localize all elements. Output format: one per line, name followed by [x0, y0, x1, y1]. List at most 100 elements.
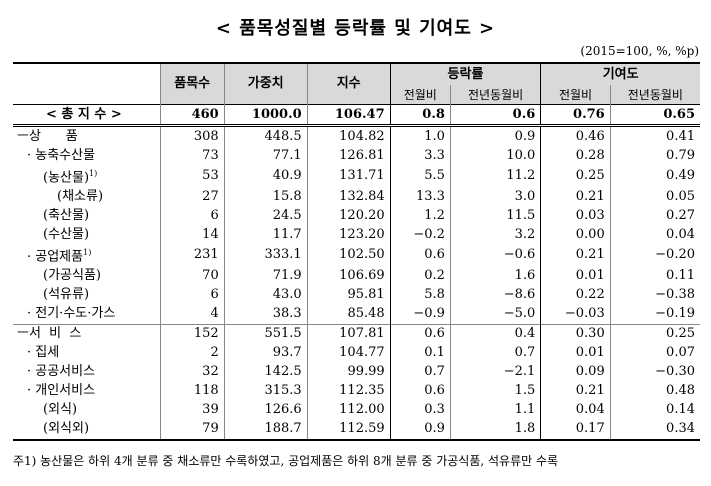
cell: 11.2 — [449, 165, 541, 188]
cell: 24.5 — [223, 206, 308, 226]
cell: 0.6 — [389, 323, 451, 344]
sub-header: 전월비 — [389, 85, 451, 105]
cell: 0.07 — [609, 343, 700, 363]
cell: 0.41 — [609, 125, 700, 146]
row: (채소류) 27 15.8 132.84 13.3 3.0 0.21 0.05 — [13, 187, 700, 207]
row-label: (외식) — [13, 401, 160, 420]
cell: 71.9 — [223, 266, 308, 286]
cell: 32 — [159, 362, 225, 382]
cell: 112.59 — [306, 419, 391, 441]
cell: 104.77 — [306, 343, 391, 363]
cell: 0.48 — [609, 381, 700, 401]
row-label: (채소류) — [13, 187, 160, 206]
cell: 85.48 — [306, 304, 391, 325]
cell: 0.00 — [540, 225, 611, 245]
row-label: < 총 지 수 > — [13, 104, 161, 127]
cell: 112.00 — [306, 400, 391, 420]
cell: 0.7 — [389, 362, 451, 382]
row: · 공공서비스 32 142.5 99.99 0.7 −2.1 0.09 −0.30 — [13, 362, 700, 382]
row: · 전기·수도·가스 4 38.3 85.48 −0.9 −5.0 −0.03 −0.19 — [13, 304, 700, 325]
cell: −0.20 — [609, 244, 700, 267]
cell: 131.71 — [306, 165, 391, 188]
cell: 112.35 — [306, 381, 391, 401]
cell: −0.38 — [609, 285, 700, 305]
cell: −0.9 — [389, 304, 451, 325]
cell: 0.04 — [609, 225, 700, 245]
cell: 11.7 — [223, 225, 308, 245]
cell: 308 — [159, 125, 225, 146]
row: (축산물) 6 24.5 120.20 1.2 11.5 0.03 0.27 — [13, 206, 700, 226]
table-body: < 총 지 수 >460 1000.0 106.47 0.8 0.6 0.76 0.65 ㅡ상… — [13, 104, 700, 441]
cell: 39 — [159, 400, 225, 420]
cell: 106.47 — [306, 104, 391, 127]
label-text: (농산물) — [43, 170, 90, 186]
cell: −2.1 — [449, 362, 541, 382]
row-label: · 집세 — [13, 344, 160, 363]
sub-header: 전년동월비 — [609, 85, 700, 105]
cell: 0.25 — [540, 165, 611, 188]
cell: 0.04 — [540, 400, 611, 420]
cell: 1.6 — [449, 266, 541, 286]
cell: 0.27 — [609, 206, 700, 226]
row: · 농축수산물 73 77.1 126.81 3.3 10.0 0.28 0.79 — [13, 146, 700, 165]
cell: 4 — [159, 304, 225, 325]
row-label: (축산물) — [13, 206, 160, 225]
cell: 0.65 — [609, 104, 700, 127]
cell: 6 — [159, 206, 225, 226]
cell: 1.8 — [449, 419, 541, 441]
cell: 43.0 — [223, 285, 308, 305]
sub-header: 전월비 — [540, 85, 611, 105]
cell: 126.81 — [306, 146, 391, 165]
cell: 1.1 — [449, 400, 541, 420]
label-text: · 공업제품 — [27, 249, 84, 265]
table: 품목수 가중치 지수 등락률 기여도 전월비 전년동월비 전월비 전년동월비 <… — [13, 62, 700, 441]
row-label: (외식외) — [13, 419, 161, 441]
row-label: · 전기·수도·가스 — [13, 305, 160, 325]
cell: −8.6 — [449, 285, 541, 305]
column-header: 가중치 — [223, 62, 308, 105]
label-text: (수산물) — [43, 226, 90, 242]
label-text: · 전기·수도·가스 — [27, 306, 116, 322]
cell: 0.9 — [449, 125, 541, 146]
row: ㅡ서 비 스 152 551.5 107.81 0.6 0.4 0.30 0.25 — [13, 323, 700, 344]
cell: 3.0 — [449, 187, 541, 207]
label-text: · 공공서비스 — [27, 364, 96, 380]
cell: 14 — [159, 225, 225, 245]
row-label: · 공공서비스 — [13, 363, 160, 382]
cell: 2 — [159, 343, 225, 363]
cell: 11.5 — [449, 206, 541, 226]
cell: 0.6 — [449, 104, 541, 127]
label-text: (석유류) — [43, 287, 90, 303]
row-label: · 개인서비스 — [13, 382, 160, 401]
cell: 315.3 — [223, 381, 308, 401]
label-text: · 집세 — [27, 345, 60, 361]
cell: 0.8 — [389, 104, 451, 127]
column-header: 지수 — [306, 62, 391, 105]
cell: 0.21 — [540, 381, 611, 401]
cell: −0.30 — [609, 362, 700, 382]
cell: 0.17 — [540, 419, 611, 441]
title: < 품목성질별 등락률 및 기여도 > — [215, 18, 496, 39]
cell: 93.7 — [223, 343, 308, 363]
cell: 1000.0 — [223, 104, 308, 127]
cell: −0.2 — [389, 225, 451, 245]
row: · 공업제품1) 231 333.1 102.50 0.6 −0.6 0.21 −0.20 — [13, 244, 700, 267]
cell: 0.14 — [609, 400, 700, 420]
row-label: ㅡ서 비 스 — [13, 323, 161, 344]
group-header: 등락률 — [389, 62, 541, 85]
cell: 0.05 — [609, 187, 700, 207]
cell: 333.1 — [223, 244, 308, 267]
cell: 5.5 — [389, 165, 451, 188]
label-text: (축산물) — [43, 207, 90, 223]
cell: 0.28 — [540, 146, 611, 165]
cell: 15.8 — [223, 187, 308, 207]
cell: 118 — [159, 381, 225, 401]
cell: 53 — [159, 165, 225, 188]
cell: 0.4 — [449, 323, 541, 344]
cell: 448.5 — [223, 125, 308, 146]
row: · 집세 2 93.7 104.77 0.1 0.7 0.01 0.07 — [13, 343, 700, 363]
cell: 0.7 — [449, 343, 541, 363]
cell: 0.79 — [609, 146, 700, 165]
cell: 1.2 — [389, 206, 451, 226]
